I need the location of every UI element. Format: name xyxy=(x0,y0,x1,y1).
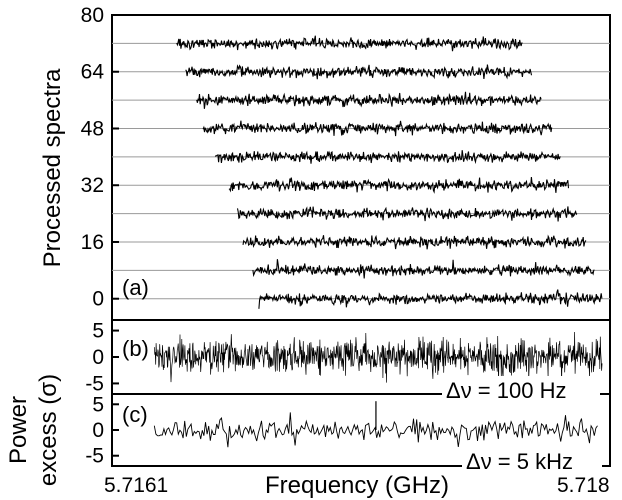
ytick-label-a: 0 xyxy=(92,288,104,311)
annotation-c-backing xyxy=(462,446,602,470)
spectrum-trace xyxy=(228,176,570,194)
annotation-c: Δν = 5 kHz xyxy=(466,449,573,474)
spectrum-trace xyxy=(252,259,595,279)
spectrum-trace xyxy=(196,91,542,109)
spectrum-trace xyxy=(258,289,603,309)
ytick-label-a: 16 xyxy=(81,231,104,254)
xlabel: Frequency (GHz) xyxy=(265,472,449,499)
plot-frame xyxy=(111,14,611,467)
ytick-label: 0 xyxy=(92,419,104,442)
ytick-label-a: 80 xyxy=(81,4,104,27)
xtick-label-end: 5.718 xyxy=(557,474,610,497)
ylabel-power-line2: excess (σ) xyxy=(35,374,62,486)
panel-label-c: (c) xyxy=(122,402,148,427)
traces-a xyxy=(176,35,603,309)
ylabel-power-line1: Power xyxy=(5,396,32,464)
power-excess-trace xyxy=(153,331,603,384)
panel-label-b: (b) xyxy=(122,336,149,361)
trace-c-group xyxy=(153,401,598,448)
spectrum-trace xyxy=(202,120,553,137)
ytick-label: 5 xyxy=(92,320,104,343)
ytick-label: 0 xyxy=(92,346,104,369)
trace-b-group xyxy=(153,331,603,384)
annotation-b-backing xyxy=(442,376,600,402)
ytick-label-a: 48 xyxy=(81,117,104,140)
ytick-label: 5 xyxy=(92,393,104,416)
ytick-label-a: 32 xyxy=(81,174,104,197)
spectrum-trace xyxy=(214,150,561,165)
xtick-label-start: 5.7161 xyxy=(104,474,168,497)
power-excess-trace xyxy=(153,412,598,448)
spectrum-trace xyxy=(236,206,578,222)
spectrum-trace xyxy=(185,64,533,80)
annotation-b: Δν = 100 Hz xyxy=(446,378,566,403)
spectrum-trace xyxy=(176,35,523,52)
ytick-label: -5 xyxy=(85,372,104,395)
ytick-label-a: 64 xyxy=(81,61,105,84)
gridlines-a xyxy=(112,42,610,300)
panel-label-a: (a) xyxy=(122,275,149,300)
ytick-label: -5 xyxy=(85,445,104,468)
spectrum-trace xyxy=(242,234,587,250)
ylabel-processed-spectra: Processed spectra xyxy=(39,68,66,267)
